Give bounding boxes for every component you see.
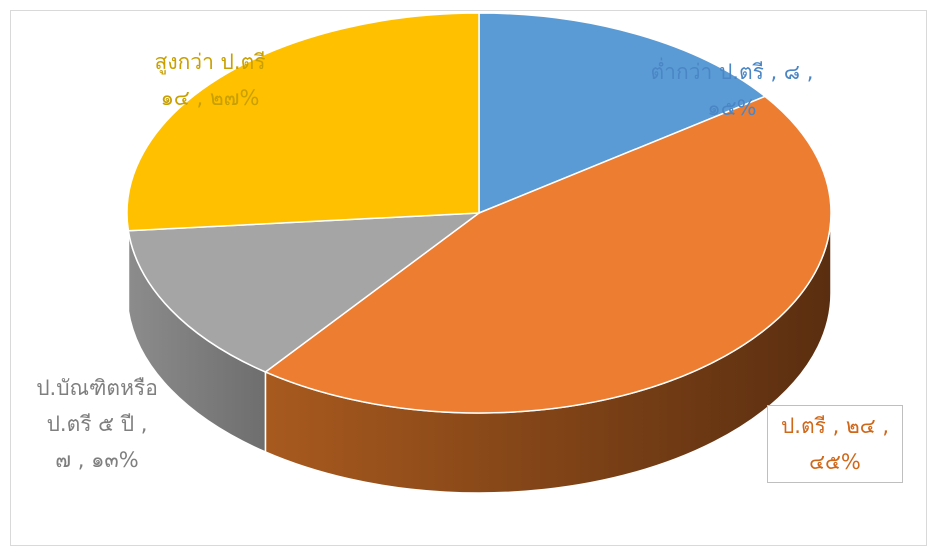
pie-slice-ป.ตรี [263,95,832,414]
pie-slice-ป.บัณฑิตหรือ-ป.ตรี-๕-ปี [127,212,482,373]
pie-slice-สูงกว่า-ป.ตรี [126,12,480,232]
data-label-graduate-diploma: ป.บัณฑิตหรือ ป.ตรี ๕ ปี , ๗ , ๑๓% [36,376,158,472]
pie-slice-ต่ำกว่า-ป.ตรี [478,12,767,215]
data-label-above-bachelor: สูงกว่า ป.ตรี ๑๔ , ๒๗% [154,50,266,110]
data-label-below-bachelor: ต่ำกว่า ป.ตรี , ๘ , ๑๕% [650,60,814,120]
data-label-bachelor: ป.ตรี , ๒๔ , ๔๕% [767,405,903,483]
